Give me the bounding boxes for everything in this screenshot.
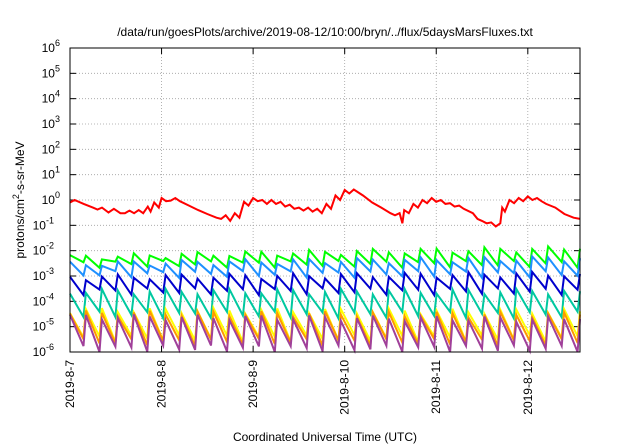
x-tick-label: 2019-8-12 (521, 360, 535, 415)
series-line-5 (69, 285, 581, 323)
series-line-2 (69, 244, 581, 271)
y-tick-exponent: 6 (55, 38, 60, 48)
chart-title: /data/run/goesPlots/archive/2019-08-12/1… (117, 25, 533, 39)
y-tick-base: 10 (42, 193, 56, 207)
y-tick-base: 10 (33, 244, 47, 258)
y-tick-label: 100 (42, 190, 60, 207)
plot-frame (69, 47, 581, 353)
x-tick-labels: 2019-8-7 2019-8-8 2019-8-9 2019-8-10 2019-8-… (63, 360, 535, 415)
y-tick-base: 10 (42, 92, 56, 106)
y-tick-exponent: -3 (46, 266, 54, 276)
y-tick-label: 105 (42, 63, 60, 80)
y-tick-base: 10 (42, 142, 56, 156)
y-tick-exponent: 5 (55, 63, 60, 73)
y-tick-labels: 10-610-510-410-310-210-11001011021031041… (33, 38, 60, 359)
y-tick-base: 10 (33, 269, 47, 283)
y-tick-base: 10 (33, 320, 47, 334)
y-tick-label: 10-5 (33, 317, 54, 334)
y-tick-base: 10 (33, 345, 47, 359)
y-tick-exponent: -6 (46, 342, 54, 352)
x-tick-label: 2019-8-10 (338, 360, 352, 415)
y-tick-exponent: 0 (55, 190, 60, 200)
y-tick-exponent: -5 (46, 317, 54, 327)
series-layer (69, 188, 581, 355)
y-tick-exponent: 2 (55, 139, 60, 149)
series-line-3 (69, 254, 581, 281)
y-axis-label-sup: 2 (11, 194, 21, 199)
series-line-4 (69, 269, 581, 298)
y-tick-label: 101 (42, 165, 60, 182)
series-line-1 (69, 188, 581, 228)
y-tick-exponent: 1 (55, 165, 60, 175)
y-tick-label: 10-4 (33, 291, 54, 308)
y-tick-exponent: -2 (46, 241, 54, 251)
y-tick-label: 10-2 (33, 241, 54, 258)
x-axis-label: Coordinated Universal Time (UTC) (233, 430, 417, 444)
x-tick-label: 2019-8-7 (63, 360, 77, 408)
y-tick-exponent: -1 (46, 215, 54, 225)
y-tick-base: 10 (33, 218, 47, 232)
y-tick-base: 10 (42, 117, 56, 131)
y-tick-label: 10-6 (33, 342, 54, 359)
y-tick-label: 102 (42, 139, 60, 156)
y-axis-label-post: -s-sr-MeV (13, 141, 27, 194)
y-tick-label: 103 (42, 114, 60, 131)
y-tick-base: 10 (33, 294, 47, 308)
y-tick-base: 10 (42, 41, 56, 55)
x-tick-label: 2019-8-8 (155, 360, 169, 408)
y-tick-label: 10-1 (33, 215, 54, 232)
y-tick-base: 10 (42, 66, 56, 80)
y-tick-label: 106 (42, 38, 60, 55)
y-tick-label: 10-3 (33, 266, 54, 283)
y-tick-base: 10 (42, 168, 56, 182)
y-axis-label: protons/cm2-s-sr-MeV (11, 141, 27, 258)
x-tick-label: 2019-8-9 (246, 360, 260, 408)
y-tick-label: 104 (42, 89, 60, 106)
series-line-8 (69, 312, 581, 355)
y-axis-label-pre: protons/cm (13, 199, 27, 258)
y-tick-exponent: 4 (55, 89, 60, 99)
x-tick-label: 2019-8-11 (429, 360, 443, 414)
y-tick-exponent: -4 (46, 291, 54, 301)
y-tick-exponent: 3 (55, 114, 60, 124)
